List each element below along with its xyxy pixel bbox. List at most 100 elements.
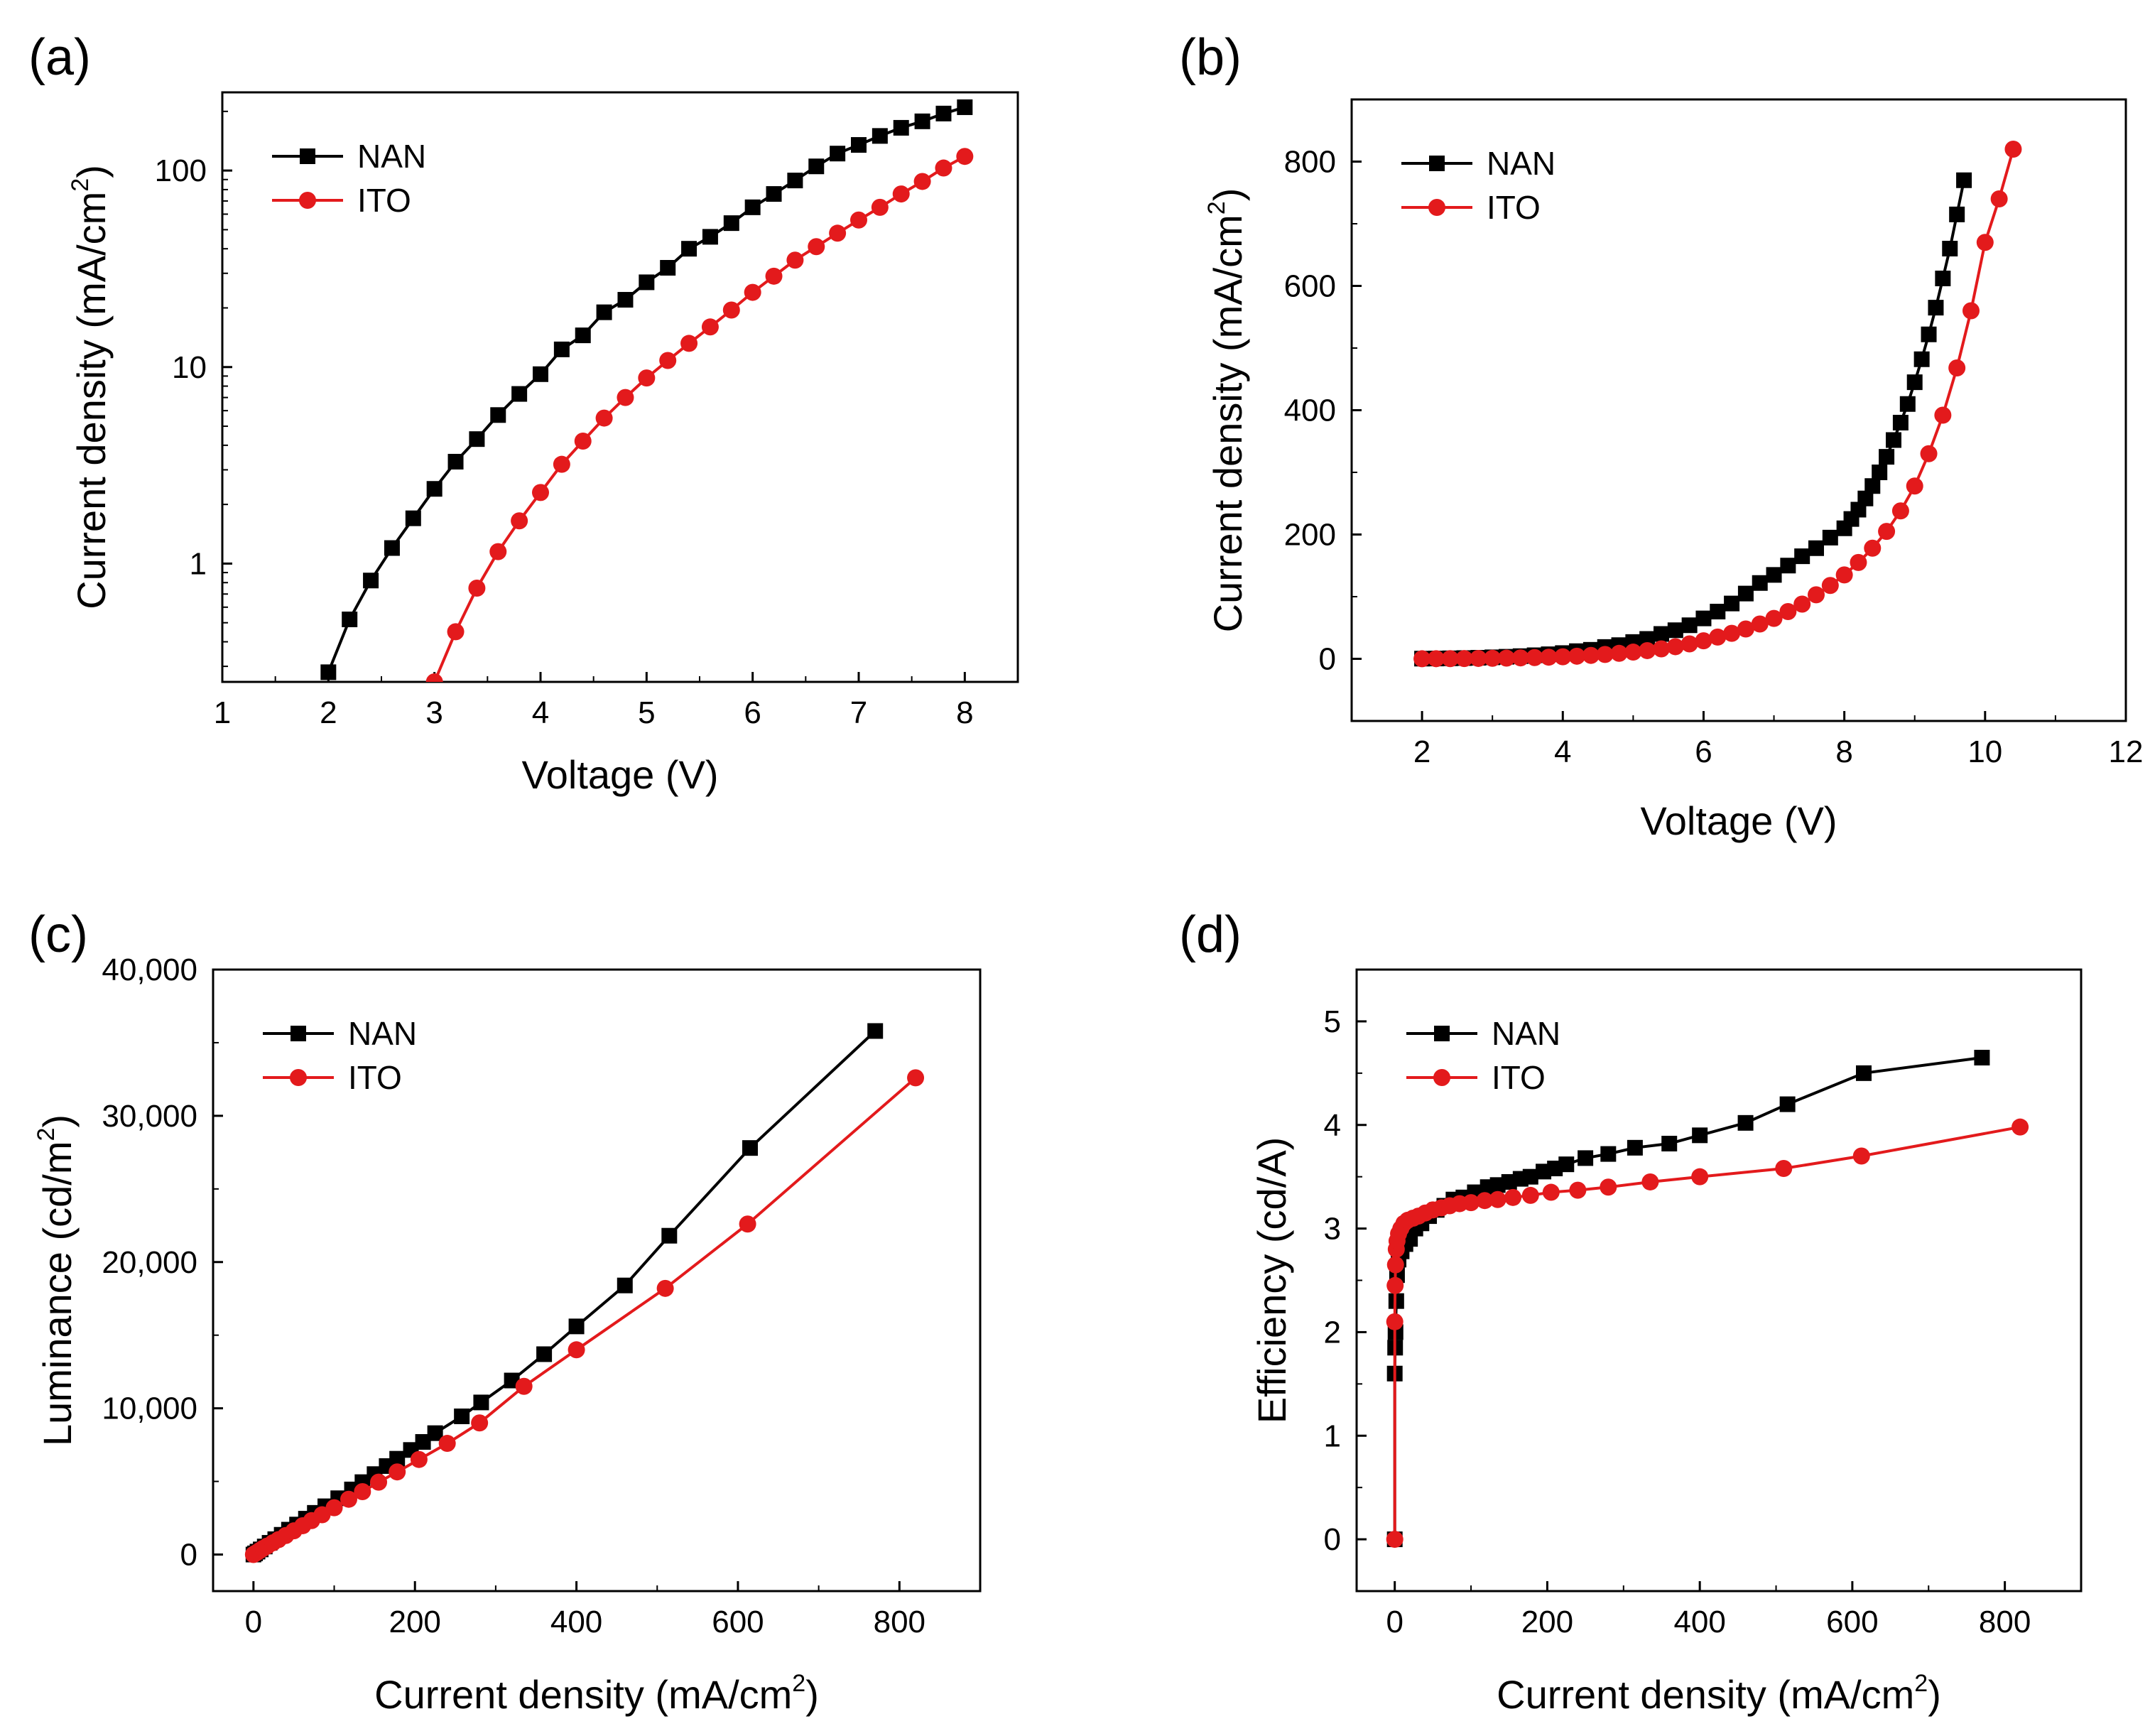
panel-label: (c) <box>28 906 88 963</box>
panel-label: (b) <box>1179 29 1242 86</box>
y-axis-title: Luminance (cd/m2) <box>33 1114 80 1446</box>
data-point-nan <box>553 341 570 357</box>
data-point-ito <box>1891 502 1909 520</box>
y-tick-label: 2 <box>1324 1315 1341 1350</box>
y-tick-label: 0 <box>180 1538 197 1573</box>
data-point-ito <box>1821 577 1839 595</box>
data-point-nan <box>1974 1049 1990 1065</box>
data-point-ito <box>1386 1276 1404 1294</box>
series-line-nan <box>1393 1056 1982 1540</box>
data-point-nan <box>681 241 697 257</box>
data-point-ito <box>701 318 719 336</box>
data-point-ito <box>1427 650 1445 668</box>
data-point-nan <box>660 260 676 276</box>
data-point-nan <box>867 1023 884 1039</box>
data-point-nan <box>1856 1065 1872 1081</box>
legend-marker-ito <box>1428 199 1445 216</box>
x-tick-label: 400 <box>550 1605 602 1639</box>
series-group <box>244 1023 925 1563</box>
data-point-nan <box>490 407 506 423</box>
panel-d: (d) 0 200 400 600 800 0 1 2 3 4 5 Current density (m… <box>1179 906 2083 1717</box>
data-point-nan <box>1808 540 1824 556</box>
x-tick-label: 0 <box>245 1605 262 1639</box>
data-point-nan <box>575 327 591 344</box>
data-point-ito <box>1521 1186 1539 1204</box>
data-point-ito <box>447 623 465 641</box>
data-point-ito <box>935 159 952 177</box>
data-point-ito <box>1441 650 1459 668</box>
data-point-ito <box>617 389 634 406</box>
data-point-nan <box>935 105 952 121</box>
data-point-nan <box>723 215 739 232</box>
data-point-nan <box>744 199 761 215</box>
y-tick-label: 1 <box>190 546 207 581</box>
data-point-nan <box>415 1434 431 1450</box>
data-point-ito <box>1498 649 1515 667</box>
data-point-ito <box>1470 649 1487 667</box>
data-point-ito <box>370 1473 388 1491</box>
data-point-ito <box>1504 1188 1522 1206</box>
data-point-ito <box>1751 615 1769 633</box>
data-point-nan <box>851 137 867 153</box>
plot-frame <box>212 968 982 1593</box>
data-point-ito <box>340 1490 357 1508</box>
data-point-ito <box>1808 586 1825 604</box>
y-tick-label: 5 <box>1324 1004 1341 1039</box>
data-point-nan <box>1654 626 1669 642</box>
data-point-nan <box>702 229 718 245</box>
data-point-nan <box>426 481 443 497</box>
series-group <box>320 99 974 682</box>
data-point-nan <box>1906 374 1923 391</box>
data-point-nan <box>1913 351 1930 367</box>
data-point-ito <box>1765 609 1783 627</box>
data-point-nan <box>957 99 973 115</box>
x-tick-label: 8 <box>956 695 973 730</box>
data-point-ito <box>1850 553 1867 571</box>
data-point-ito <box>1641 1173 1659 1190</box>
data-point-nan <box>617 1277 633 1293</box>
data-point-ito <box>425 673 443 682</box>
data-point-ito <box>1386 1531 1404 1548</box>
y-axis-title: Efficiency (cd/A) <box>1249 1137 1294 1424</box>
data-point-ito <box>656 1279 674 1297</box>
data-point-ito <box>1976 234 1994 251</box>
panel-a: (a) 1 2 3 4 5 6 7 8 1 10 100 Voltage (V) Current dens… <box>28 29 1019 797</box>
x-tick-label: 0 <box>1386 1605 1403 1639</box>
data-point-ito <box>786 251 804 269</box>
data-point-ito <box>1793 595 1811 613</box>
panel-label: (a) <box>28 29 91 86</box>
x-tick-label: 8 <box>1835 734 1852 769</box>
y-tick-label: 3 <box>1324 1212 1341 1247</box>
data-point-ito <box>389 1463 406 1481</box>
data-point-nan <box>1935 271 1951 286</box>
data-point-nan <box>1892 415 1909 430</box>
x-tick-label: 800 <box>1979 1605 2031 1639</box>
data-point-nan <box>1921 326 1937 342</box>
data-point-nan <box>389 1450 406 1467</box>
data-point-ito <box>739 1215 756 1233</box>
data-point-ito <box>1511 649 1529 667</box>
data-point-nan <box>914 113 930 129</box>
data-point-ito <box>1852 1147 1870 1165</box>
data-point-ito <box>1489 1190 1506 1208</box>
data-point-nan <box>320 664 337 680</box>
x-tick-label: 4 <box>532 695 549 730</box>
data-point-ito <box>2011 1118 2029 1136</box>
data-point-ito <box>1695 632 1712 650</box>
data-point-nan <box>1899 396 1916 412</box>
data-point-ito <box>1484 649 1502 667</box>
data-point-nan <box>1522 1168 1538 1185</box>
data-point-ito <box>1990 190 2008 207</box>
legend-marker-nan <box>300 148 315 164</box>
legend-label-nan: NAN <box>1487 145 1556 182</box>
data-point-ito <box>850 211 867 229</box>
data-point-nan <box>363 573 379 589</box>
data-point-ito <box>1779 603 1797 620</box>
data-point-nan <box>1600 1146 1617 1162</box>
data-point-ito <box>1569 1181 1587 1199</box>
data-point-ito <box>511 512 528 530</box>
data-point-nan <box>1681 617 1698 634</box>
data-point-nan <box>1737 1114 1754 1131</box>
panel-label: (d) <box>1179 906 1242 963</box>
data-point-ito <box>722 301 740 319</box>
